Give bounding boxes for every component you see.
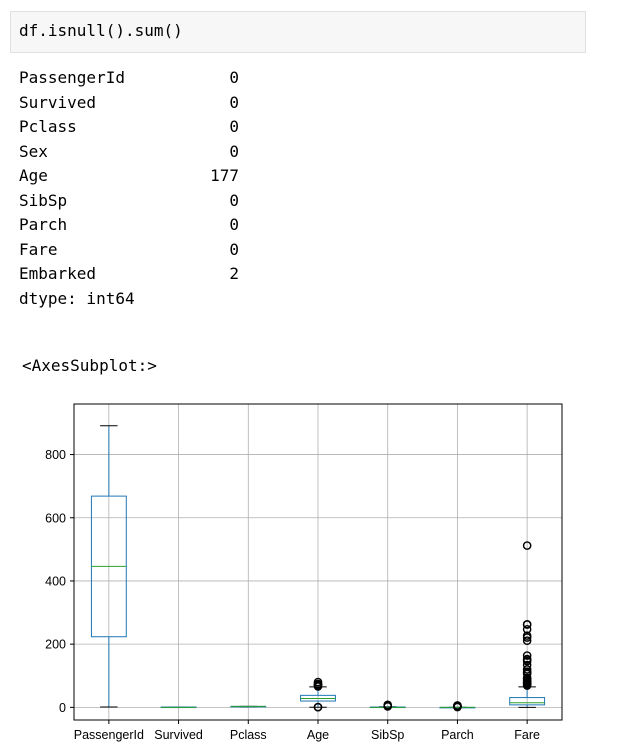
output-row-name: Age [19,166,48,185]
cell-output: PassengerId 0 Survived 0 Pclass 0 Sex 0 Age 177 Si… [19,66,259,311]
outlier-point [522,651,532,660]
x-tick-label: Pclass [230,728,267,742]
outlier-point [522,619,532,629]
outlier-point [313,677,323,687]
output-row: Age 177 [19,164,259,189]
output-row-name: Fare [19,239,58,259]
y-tick-label: 200 [45,638,66,652]
x-tick-label: Age [307,728,329,742]
output-row-value: 177 [210,166,239,185]
outlier-point [522,673,532,683]
box-rect [509,697,546,706]
output-row-value: 0 [229,117,239,136]
output-row: Parch 0 [19,213,259,238]
output-row-value: 0 [229,239,239,259]
outlier-point [313,702,323,712]
outlier-point [383,700,393,710]
outlier-point [522,665,532,674]
output-row-value: 0 [229,92,239,112]
output-row: Embarked 2 [19,262,259,287]
x-tick-label: SibSp [371,728,404,742]
output-row-value: 0 [229,215,239,234]
output-row: Fare 0 [19,238,259,263]
output-row-name: Embarked [19,264,97,283]
outlier-point [522,541,532,550]
outlier-point [453,701,462,710]
output-row: Sex 0 [19,140,259,165]
y-tick-label: 0 [59,701,66,715]
output-row: Survived 0 [19,91,259,116]
output-dtype: dtype: int64 [19,288,135,308]
x-tick-label: PassengerId [74,728,144,742]
boxplot-chart: 0 200 400 600 800 PassengerId Survived Pclass Ag… [45,403,563,742]
outlier-point [522,660,532,670]
y-tick-label: 600 [45,511,66,525]
x-tick-label: Fare [514,728,540,742]
output-row: PassengerId 0 [19,66,259,91]
output-row-name: Pclass [19,117,77,136]
output-row-value: 0 [229,190,239,210]
output-row-value: 0 [229,68,239,87]
outlier-point [522,625,532,634]
output-row-name: SibSp [19,190,68,210]
output-row: Pclass 0 [19,115,259,140]
output-row: SibSp 0 [19,189,259,214]
output-row-name: Survived [19,92,97,112]
output-row-name: PassengerId [19,68,125,87]
code-cell-input[interactable]: df.isnull().sum() [10,11,586,53]
outlier-point [522,631,532,640]
y-tick-label: 400 [45,574,66,588]
outlier-point [522,654,532,664]
outlier-point [522,636,532,645]
x-tick-label: Parch [441,728,474,742]
code-text: df.isnull().sum() [19,21,183,40]
y-tick-label: 800 [45,448,66,462]
output-row-name: Sex [19,141,48,161]
output-row-name: Parch [19,215,68,234]
axes-repr-text: <AxesSubplot:> [22,356,157,375]
output-row-value: 0 [229,141,239,161]
output-row-value: 2 [229,264,239,283]
x-tick-label: Survived [154,728,203,742]
